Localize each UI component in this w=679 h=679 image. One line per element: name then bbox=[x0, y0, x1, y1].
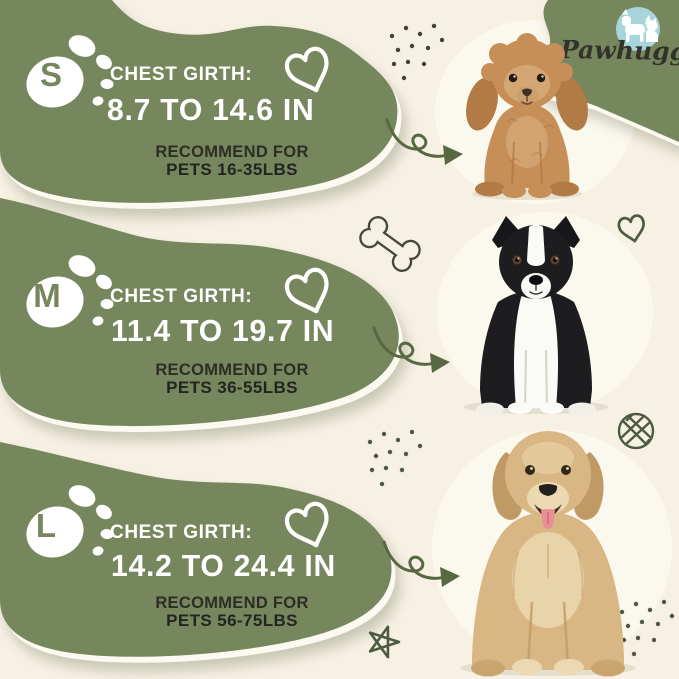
size-s-blob bbox=[0, 0, 398, 203]
star-icon bbox=[368, 625, 401, 659]
girth-range-l: 14.2 TO 24.4 IN bbox=[111, 548, 337, 583]
dots-pattern bbox=[367, 429, 423, 487]
recommend-line-l: RECOMMEND FOR bbox=[155, 594, 309, 612]
bone-icon bbox=[359, 216, 421, 272]
girth-label-l: CHEST GIRTH: bbox=[110, 522, 253, 543]
girth-label-m: CHEST GIRTH: bbox=[110, 286, 253, 307]
recommend-line-s: RECOMMEND FOR bbox=[155, 143, 309, 161]
size-letter-l: L bbox=[35, 507, 57, 544]
border-collie-photo bbox=[464, 216, 608, 415]
toy-poodle-puppy-photo bbox=[466, 33, 588, 200]
size-letter-m: M bbox=[33, 277, 61, 314]
pets-line-m: PETS 36-55LBS bbox=[166, 378, 298, 397]
size-l-blob bbox=[0, 442, 392, 657]
size-m-blob bbox=[0, 198, 399, 427]
size-letter-s: S bbox=[39, 56, 62, 93]
golden-retriever-photo bbox=[460, 431, 636, 677]
yarn-ball-icon bbox=[617, 412, 655, 450]
dots-pattern bbox=[389, 23, 445, 81]
girth-range-s: 8.7 TO 14.6 IN bbox=[107, 92, 315, 127]
girth-label-s: CHEST GIRTH: bbox=[110, 64, 253, 85]
recommend-line-m: RECOMMEND FOR bbox=[155, 361, 309, 379]
logo-badge-icon bbox=[616, 7, 660, 51]
pets-line-s: PETS 16-35LBS bbox=[166, 160, 298, 179]
girth-range-m: 11.4 TO 19.7 IN bbox=[111, 313, 335, 348]
pets-line-l: PETS 56-75LBS bbox=[166, 611, 298, 630]
